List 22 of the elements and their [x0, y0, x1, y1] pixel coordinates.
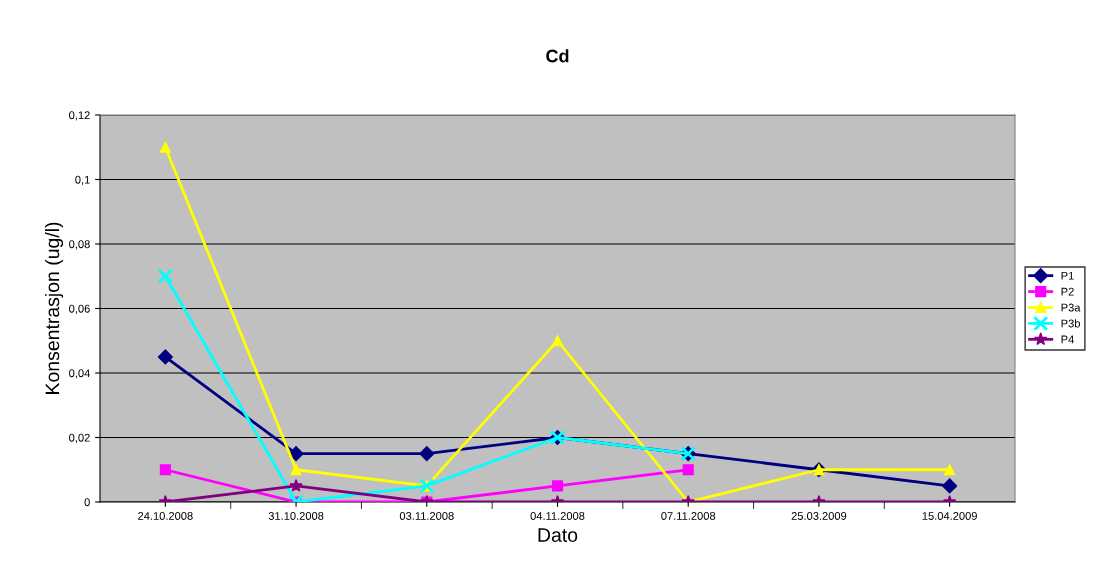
x-tick-label: 24.10.2008: [138, 512, 193, 520]
x-tick-label: 03.11.2008: [399, 512, 454, 520]
y-axis-title: Konsentrasjon (ug/l): [44, 222, 64, 394]
y-tick-label: 0,06: [69, 304, 90, 314]
x-tick-label: 25.03.2009: [791, 512, 847, 520]
x-axis-title: Dato: [538, 528, 578, 542]
chart-title: Cd: [546, 49, 569, 63]
y-tick-label: 0,1: [75, 175, 90, 185]
x-tick-label: 07.11.2008: [661, 512, 716, 520]
y-tick-label: 0,08: [69, 240, 90, 250]
legend-label: P4: [1061, 335, 1074, 344]
x-tick-label: 31.10.2008: [268, 512, 324, 520]
y-tick-label: 0,02: [69, 433, 90, 443]
y-tick-label: 0,12: [69, 111, 90, 121]
x-tick-label: 04.11.2008: [530, 512, 585, 520]
y-tick-label: 0,04: [69, 369, 90, 379]
legend-label: P1: [1061, 271, 1074, 280]
legend-label: P2: [1061, 287, 1074, 296]
y-tick-label: 0: [84, 498, 90, 507]
x-tick-label: 15.04.2009: [922, 512, 977, 520]
legend-label: P3a: [1061, 303, 1081, 312]
legend-label: P3b: [1061, 319, 1080, 328]
